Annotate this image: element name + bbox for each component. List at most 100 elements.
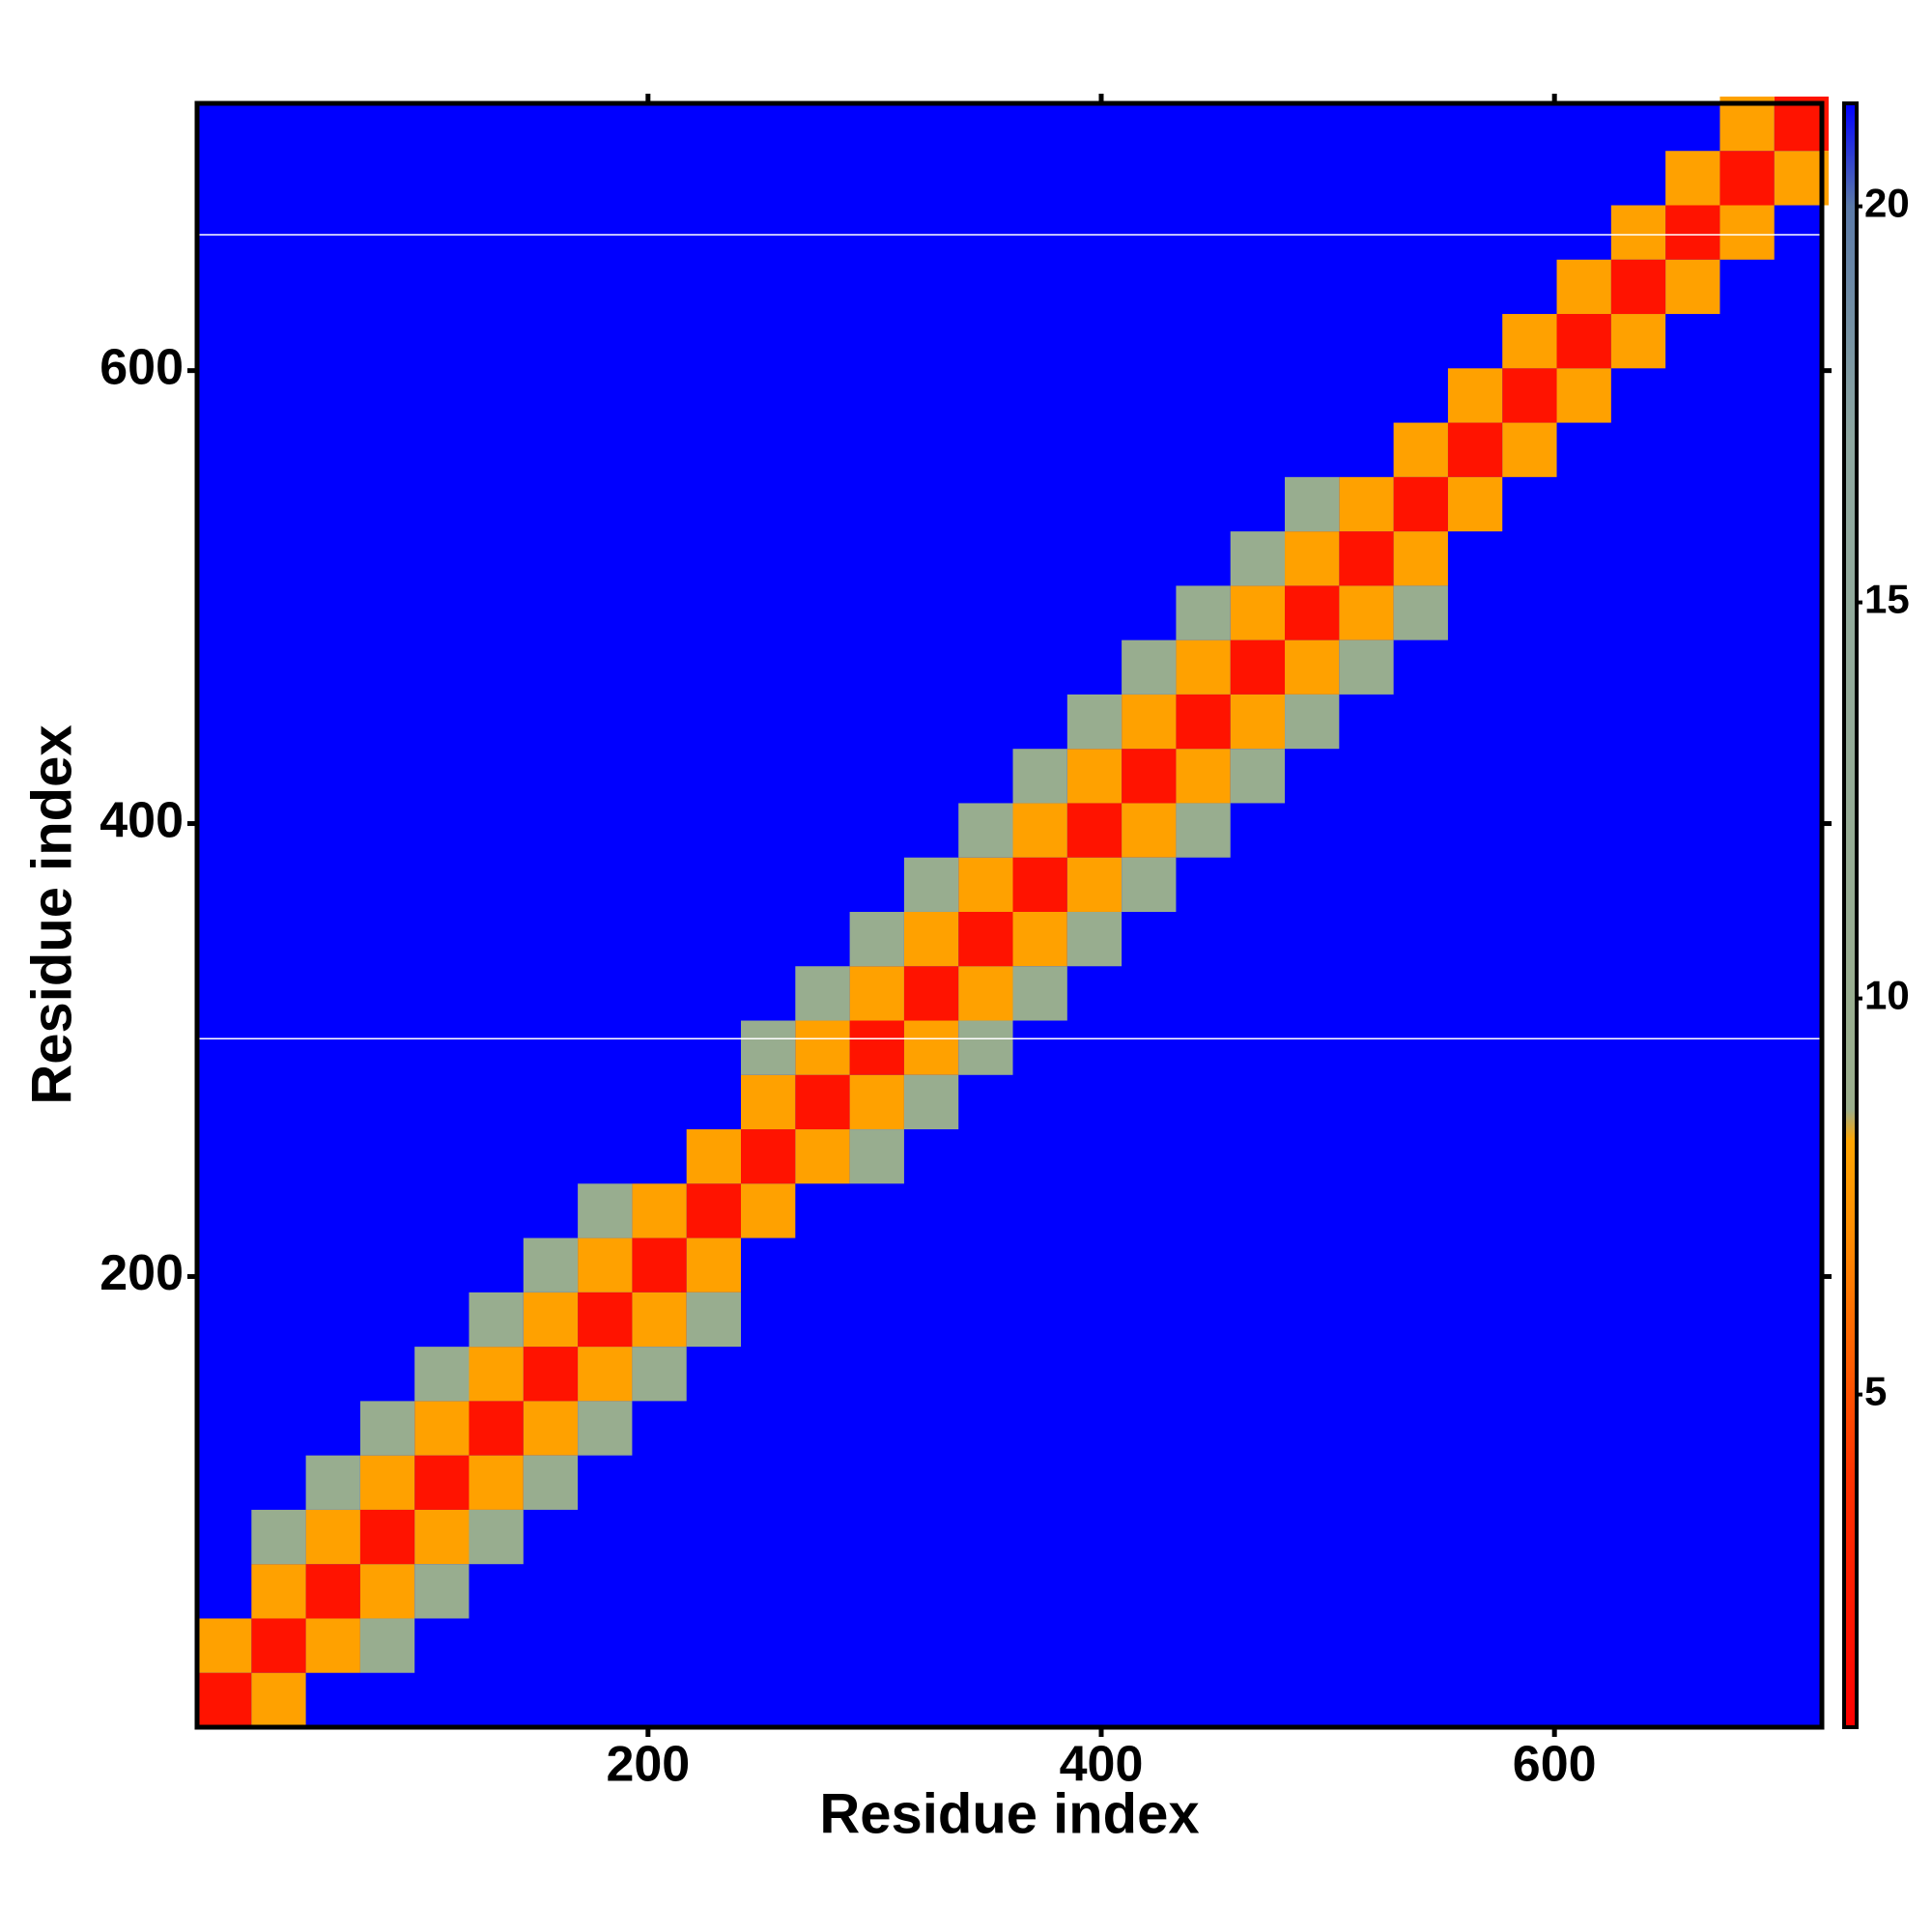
heatmap-cell	[305, 1618, 360, 1673]
x-tick-label: 600	[1513, 1737, 1597, 1793]
heatmap-cell	[1665, 259, 1720, 315]
heatmap-cell	[1556, 259, 1611, 315]
heatmap-cell	[251, 1509, 306, 1565]
heatmap-cell	[251, 1564, 306, 1619]
heatmap-cell	[1285, 531, 1340, 586]
heatmap-cell	[414, 1564, 469, 1619]
heatmap-cell	[1393, 585, 1448, 640]
heatmap-cell	[469, 1347, 524, 1402]
heatmap-cell	[414, 1509, 469, 1565]
heatmap-cell	[1665, 151, 1720, 206]
heatmap-cell	[251, 1672, 306, 1727]
x-axis-title: Residue index	[819, 1782, 1199, 1845]
heatmap-cell	[1665, 205, 1720, 260]
heatmap-cell	[1285, 476, 1340, 532]
heatmap-cell	[1230, 585, 1286, 640]
heatmap-cell	[903, 911, 959, 967]
heatmap-cell	[1176, 585, 1231, 640]
heatmap-cell	[1447, 422, 1503, 477]
heatmap-cell	[1556, 314, 1611, 369]
heatmap-cell	[795, 1074, 850, 1130]
heatmap-cell	[1012, 966, 1067, 1021]
heatmap-cell	[523, 1237, 579, 1293]
heatmap-cell	[1285, 639, 1340, 695]
heatmap-cell	[1393, 476, 1448, 532]
heatmap-cell	[578, 1347, 633, 1402]
heatmap-cell	[1610, 259, 1666, 315]
heatmap-cell	[414, 1401, 469, 1456]
heatmap-cell	[1066, 694, 1122, 750]
heatmap-cell	[1502, 422, 1557, 477]
x-tick-label: 400	[1060, 1737, 1144, 1793]
heatmap-cell	[686, 1237, 742, 1293]
y-axis-title: Residue index	[20, 724, 83, 1104]
heatmap-cell	[1502, 314, 1557, 369]
heatmap-cell	[1230, 694, 1286, 750]
heatmap-cell	[1339, 585, 1394, 640]
heatmap-cell	[197, 1618, 252, 1673]
heatmap-cell	[903, 1074, 959, 1130]
heatmap-cell	[849, 1020, 904, 1075]
heatmap-cell	[578, 1401, 633, 1456]
y-tick-label: 600	[99, 339, 184, 395]
heatmap-cell	[523, 1455, 579, 1510]
heatmap-cell	[523, 1292, 579, 1348]
heatmap-cell	[1066, 911, 1122, 967]
heatmap-cell	[849, 1074, 904, 1130]
heatmap-cell	[469, 1455, 524, 1510]
heatmap-cell	[1285, 694, 1340, 750]
heatmap-cell	[1285, 585, 1340, 640]
heatmap-cell	[359, 1509, 415, 1565]
heatmap-cell	[1176, 639, 1231, 695]
heatmap-cell	[632, 1347, 687, 1402]
heatmap-cell	[414, 1455, 469, 1510]
heatmap-cell	[849, 966, 904, 1021]
plot-frame	[194, 100, 1825, 1730]
heatmap-cell	[686, 1183, 742, 1238]
heatmap-cell	[958, 911, 1013, 967]
heatmap-cell	[1339, 639, 1394, 695]
heatmap-cell	[1610, 314, 1666, 369]
heatmap-cell	[632, 1183, 687, 1238]
heatmap-cell	[903, 1020, 959, 1075]
colorbar	[1842, 101, 1859, 1729]
colorbar-tick-label: 5	[1864, 1369, 1887, 1414]
heatmap-cell	[1610, 205, 1666, 260]
heatmap-cell	[1176, 803, 1231, 858]
heatmap-cell	[359, 1564, 415, 1619]
heatmap-cell	[1393, 422, 1448, 477]
heatmap-cell	[903, 966, 959, 1021]
heatmap-cell	[741, 1129, 796, 1184]
heatmap-cell	[1230, 639, 1286, 695]
heatmap-cell	[1012, 803, 1067, 858]
heatmap-cell	[359, 1455, 415, 1510]
colorbar-tick-label: 15	[1864, 577, 1910, 622]
heatmap-cell	[578, 1237, 633, 1293]
heatmap-cell	[359, 1618, 415, 1673]
heatmap-cell	[251, 1618, 306, 1673]
heatmap-cell	[741, 1020, 796, 1075]
heatmap-cell	[958, 966, 1013, 1021]
heatmap-cell	[958, 857, 1013, 912]
heatmap-cell	[305, 1455, 360, 1510]
heatmap-cell	[1176, 694, 1231, 750]
heatmap-cell	[1122, 694, 1177, 750]
heatmap-cell	[632, 1292, 687, 1348]
heatmap-cell	[686, 1129, 742, 1184]
heatmap-cell	[414, 1347, 469, 1402]
heatmap-cell	[1012, 749, 1067, 804]
heatmap-cell	[1230, 531, 1286, 586]
heatmap-cell	[795, 966, 850, 1021]
heatmap-cell	[1719, 205, 1775, 260]
heatmap-cell	[1556, 368, 1611, 423]
y-tick-label: 400	[99, 792, 184, 848]
heatmap-cell	[1447, 476, 1503, 532]
heatmap-cell	[958, 803, 1013, 858]
heatmap-cell	[1012, 857, 1067, 912]
heatmap-cell	[523, 1401, 579, 1456]
heatmap-cell	[1122, 749, 1177, 804]
heatmap-cell	[1122, 857, 1177, 912]
heatmap-cell	[741, 1074, 796, 1130]
heatmap-cell	[1066, 803, 1122, 858]
heatmap-cell	[1176, 749, 1231, 804]
